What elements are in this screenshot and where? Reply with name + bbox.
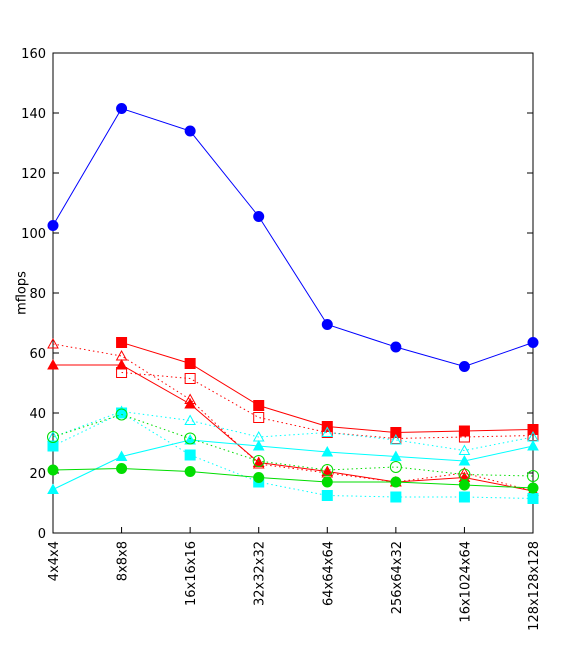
series-line	[52, 107, 534, 368]
data-point-triangle	[115, 450, 128, 461]
data-point-circle	[458, 479, 470, 491]
data-point-square	[527, 424, 539, 435]
data-point-circle	[321, 319, 333, 330]
x-tick-label: 128x128x128	[527, 541, 542, 631]
data-point-circle	[253, 472, 265, 483]
x-tick-label: 16x1024x64	[458, 541, 473, 623]
y-tick-label: 160	[21, 47, 46, 62]
data-point-circle	[527, 482, 539, 494]
series-line	[52, 467, 534, 489]
data-point-circle	[184, 466, 196, 477]
data-point-circle	[321, 476, 333, 488]
data-point-circle	[184, 432, 197, 445]
data-point-circle	[390, 341, 402, 353]
data-point-circle	[252, 455, 265, 467]
data-point-square	[184, 373, 196, 384]
data-point-triangle	[390, 433, 402, 445]
data-point-circle	[115, 408, 128, 421]
x-tick-label: 4x4x4	[47, 541, 62, 581]
data-point-triangle	[115, 358, 128, 370]
y-tick-label: 0	[38, 527, 46, 542]
series-line	[121, 342, 534, 434]
series-line	[52, 343, 534, 492]
data-point-square	[458, 431, 470, 443]
x-tick-label: 16x16x16	[184, 541, 199, 606]
y-tick-label: 100	[21, 227, 46, 242]
y-tick-label: 80	[29, 287, 46, 302]
x-axis: 4x4x4 8x8x8 16x16x16 32x32x32 64x64x64 256x64…	[47, 527, 542, 631]
data-point-triangle	[252, 439, 265, 451]
data-point-triangle	[458, 454, 471, 466]
series-7	[47, 433, 539, 494]
data-point-triangle	[184, 397, 196, 409]
data-point-triangle	[47, 337, 59, 349]
data-point-circle	[116, 103, 128, 114]
data-point-circle	[458, 361, 470, 372]
data-point-triangle	[47, 483, 59, 494]
series-layer	[47, 103, 539, 504]
data-point-triangle	[47, 358, 59, 370]
data-point-square	[458, 491, 470, 503]
series-line	[53, 364, 534, 492]
data-point-square	[390, 427, 402, 438]
series-8	[47, 408, 539, 482]
data-point-circle	[47, 464, 59, 476]
y-tick-label: 60	[29, 347, 46, 362]
data-point-circle	[116, 463, 128, 474]
data-point-circle	[321, 464, 334, 476]
data-point-square	[390, 491, 402, 503]
data-point-triangle	[321, 445, 334, 457]
data-point-circle	[184, 125, 196, 137]
data-point-triangle	[115, 349, 128, 361]
series-1	[116, 337, 539, 438]
data-point-square	[253, 412, 265, 423]
data-point-square	[47, 440, 59, 452]
data-point-square	[527, 493, 539, 504]
y-tick-label: 20	[29, 467, 46, 482]
series-line	[52, 439, 534, 490]
x-tick-label: 32x32x32	[253, 541, 268, 606]
y-axis-title: mflops	[15, 271, 30, 315]
data-point-circle	[527, 337, 539, 348]
y-tick-label: 140	[21, 107, 46, 122]
series-0	[47, 103, 539, 372]
x-tick-label: 256x64x32	[390, 541, 405, 614]
data-point-square	[184, 449, 196, 461]
data-point-circle	[527, 470, 539, 482]
series-2	[116, 367, 539, 444]
x-tick-label: 64x64x64	[321, 541, 336, 606]
data-point-triangle	[527, 439, 539, 451]
data-point-triangle	[458, 444, 471, 455]
data-point-square	[116, 337, 128, 348]
y-tick-label: 40	[29, 407, 46, 422]
y-axis: 0 20 40 60 80 100 120 140 160	[21, 47, 533, 542]
data-point-triangle	[390, 450, 402, 461]
y-tick-label: 120	[21, 167, 46, 182]
data-point-square	[321, 490, 333, 501]
data-point-square	[253, 400, 265, 411]
data-point-circle	[390, 476, 402, 488]
data-point-circle	[389, 461, 402, 473]
data-point-square	[458, 425, 470, 437]
data-point-square	[184, 358, 196, 369]
x-tick-label: 8x8x8	[116, 541, 131, 581]
data-point-triangle	[321, 426, 334, 437]
data-point-circle	[253, 211, 265, 222]
data-point-circle	[47, 431, 59, 443]
series-line	[121, 372, 534, 440]
series-9	[47, 463, 539, 494]
data-point-triangle	[184, 414, 196, 425]
data-point-circle	[47, 220, 59, 231]
